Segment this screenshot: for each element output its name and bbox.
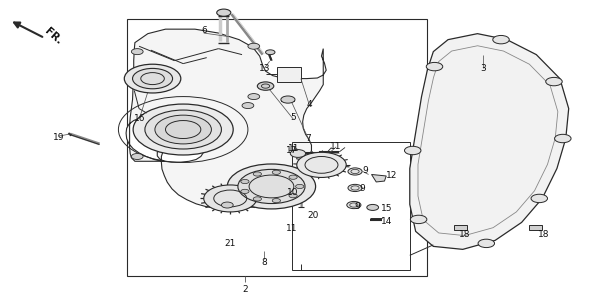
Circle shape [272, 199, 280, 203]
Circle shape [145, 110, 221, 149]
Circle shape [296, 184, 304, 188]
Text: FR.: FR. [43, 26, 64, 47]
Text: 17: 17 [286, 146, 298, 155]
Text: 2: 2 [242, 285, 248, 294]
Circle shape [493, 36, 509, 44]
Text: 5: 5 [290, 113, 296, 122]
Circle shape [289, 175, 297, 179]
Circle shape [248, 94, 260, 100]
Text: 9: 9 [363, 166, 369, 175]
Text: 6: 6 [201, 26, 206, 35]
Circle shape [411, 215, 427, 224]
Circle shape [348, 184, 362, 191]
Circle shape [531, 194, 548, 203]
Circle shape [348, 168, 362, 175]
Bar [127, 19, 427, 276]
Circle shape [133, 68, 172, 89]
Circle shape [297, 152, 346, 178]
Bar [292, 141, 410, 270]
Circle shape [124, 64, 181, 93]
Bar [277, 67, 301, 82]
Circle shape [289, 194, 297, 198]
Text: 4: 4 [307, 100, 313, 109]
Text: 11: 11 [286, 225, 298, 234]
Circle shape [405, 146, 421, 155]
Text: 20: 20 [307, 211, 319, 220]
Text: 16: 16 [135, 114, 146, 123]
Circle shape [272, 170, 280, 174]
Polygon shape [126, 29, 326, 209]
Circle shape [133, 104, 233, 155]
Text: 18: 18 [537, 230, 549, 239]
Text: 10: 10 [287, 188, 299, 197]
Polygon shape [410, 34, 569, 249]
Circle shape [132, 49, 143, 54]
Circle shape [242, 103, 254, 109]
Bar [529, 225, 542, 230]
Circle shape [248, 43, 260, 49]
Polygon shape [372, 175, 386, 182]
Circle shape [253, 172, 261, 176]
Circle shape [367, 204, 379, 210]
Circle shape [555, 134, 571, 143]
Text: 9: 9 [359, 184, 365, 193]
Circle shape [204, 185, 257, 212]
Circle shape [241, 189, 249, 194]
Text: 11: 11 [330, 142, 342, 151]
Bar [454, 225, 467, 230]
Circle shape [221, 202, 233, 208]
Circle shape [257, 82, 274, 90]
Text: 14: 14 [381, 217, 392, 226]
Text: 12: 12 [386, 172, 398, 181]
Circle shape [217, 9, 231, 16]
Text: 21: 21 [225, 240, 236, 249]
Circle shape [238, 169, 305, 203]
Text: 9: 9 [355, 202, 360, 211]
Circle shape [155, 115, 211, 144]
Circle shape [132, 154, 143, 160]
Circle shape [290, 150, 306, 157]
Circle shape [253, 197, 261, 201]
Circle shape [426, 62, 442, 71]
Circle shape [546, 77, 562, 86]
Circle shape [241, 179, 249, 184]
Circle shape [227, 164, 316, 209]
Text: 7: 7 [306, 134, 312, 143]
Circle shape [281, 96, 295, 103]
Text: 11: 11 [288, 144, 300, 153]
Text: 19: 19 [53, 132, 64, 141]
Circle shape [478, 239, 494, 248]
Text: 18: 18 [459, 230, 470, 239]
Text: 13: 13 [258, 64, 270, 73]
Text: 3: 3 [480, 64, 486, 73]
Text: 8: 8 [261, 258, 267, 267]
Text: 15: 15 [381, 204, 392, 213]
Circle shape [347, 201, 361, 209]
Circle shape [266, 50, 275, 54]
